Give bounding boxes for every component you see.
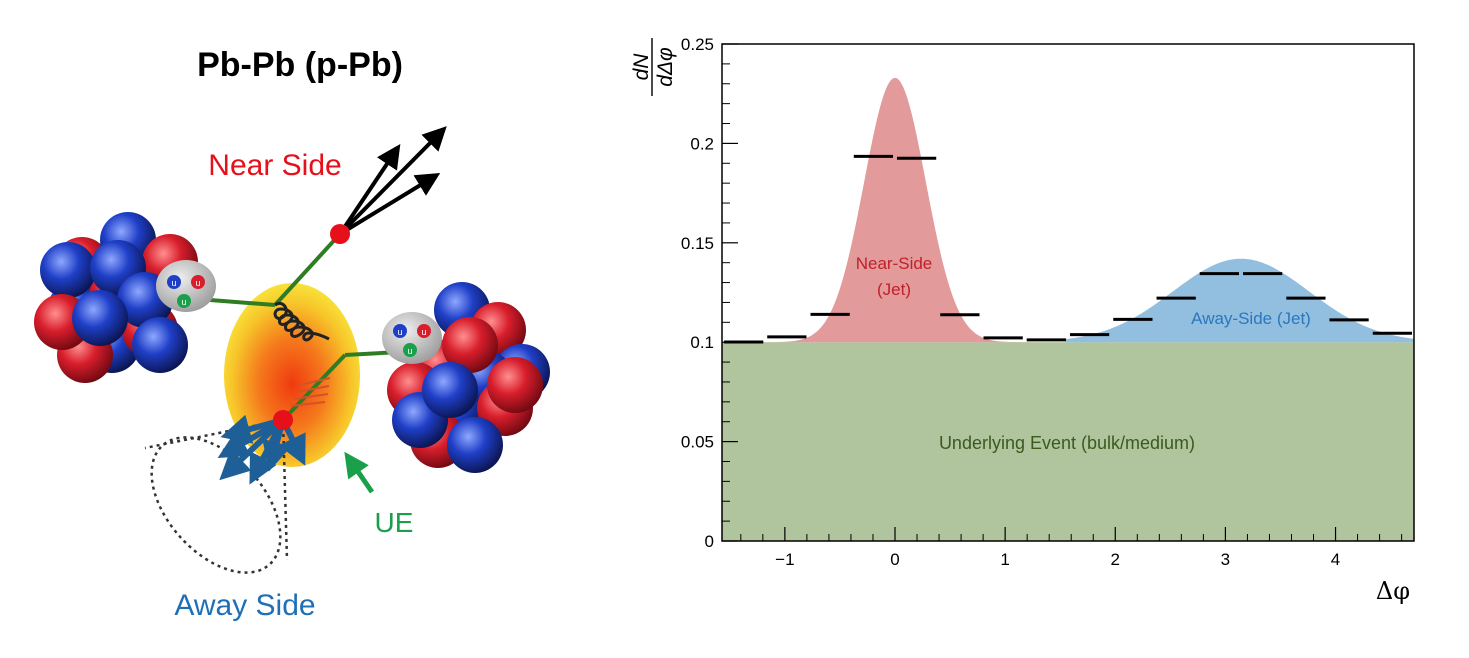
y-tick-label: 0 xyxy=(705,532,714,551)
plot-frame xyxy=(721,43,1415,542)
right-nucleon: u u u xyxy=(382,312,442,364)
x-tick-label: 1 xyxy=(1000,550,1009,569)
near-annotation-line2: (Jet) xyxy=(877,280,911,299)
x-tick-label: 4 xyxy=(1331,550,1340,569)
quark-label: u xyxy=(171,278,176,288)
x-axis-title: Δφ xyxy=(1376,577,1410,605)
y-axis-title-denominator: dΔφ xyxy=(654,47,677,87)
y-axis-title-numerator: dN xyxy=(630,53,653,81)
proton-sphere xyxy=(487,357,543,413)
ue-arrow-icon xyxy=(344,451,375,494)
quark-blue-icon xyxy=(167,275,181,289)
ue-annotation: Underlying Event (bulk/medium) xyxy=(939,433,1195,453)
neutron-sphere xyxy=(447,417,503,473)
y-tick-label: 0.2 xyxy=(690,134,714,153)
x-tick-label: −1 xyxy=(775,550,794,569)
quark-green-icon xyxy=(177,294,191,308)
near-side-peak xyxy=(722,77,1072,343)
near-side-arrows xyxy=(338,126,447,236)
x-tick-label: 3 xyxy=(1221,550,1230,569)
neutron-sphere xyxy=(132,317,188,373)
medium-blob xyxy=(224,283,360,467)
gluon-coil xyxy=(273,302,330,342)
away-side-label: Away Side xyxy=(174,589,315,622)
gluon-radiation xyxy=(290,377,331,407)
quark-label: u xyxy=(421,327,426,337)
ue-label: UE xyxy=(375,507,414,538)
quark-label: u xyxy=(195,278,200,288)
quark-label: u xyxy=(407,346,412,356)
left-parton-line xyxy=(209,298,276,307)
right-nucleus xyxy=(387,282,550,473)
quark-blue-icon xyxy=(393,324,407,338)
collision-diagram: Pb-Pb (p-Pb) xyxy=(34,46,550,622)
proton-sphere xyxy=(442,317,498,373)
y-tick-label: 0.15 xyxy=(681,234,714,253)
away-vertex-dot xyxy=(273,410,293,430)
y-axis-title: dN dΔφ xyxy=(630,38,677,96)
x-tick-label: 2 xyxy=(1111,550,1120,569)
near-side-label: Near Side xyxy=(208,149,341,182)
y-tick-label: 0.1 xyxy=(690,333,714,352)
neutron-sphere xyxy=(72,290,128,346)
axes: −1 0 1 2 3 4 0 0.05 0.1 0.15 0.2 0.25 xyxy=(681,35,1403,569)
near-jet-line xyxy=(273,232,342,307)
quark-label: u xyxy=(397,327,402,337)
away-side-peak xyxy=(1065,258,1414,343)
left-nucleus xyxy=(34,212,198,383)
neutron-sphere xyxy=(422,362,478,418)
y-tick-label: 0.05 xyxy=(681,433,714,452)
away-annotation: Away-Side (Jet) xyxy=(1191,309,1311,328)
diagram-title: Pb-Pb (p-Pb) xyxy=(197,46,403,84)
quark-red-icon xyxy=(417,324,431,338)
away-jet-line xyxy=(281,353,347,422)
quark-green-icon xyxy=(403,343,417,357)
plot-area xyxy=(722,77,1414,541)
y-tick-label: 0.25 xyxy=(681,35,714,54)
neutron-sphere xyxy=(40,242,96,298)
quark-label: u xyxy=(181,297,186,307)
near-annotation-line1: Near-Side xyxy=(856,254,933,273)
quark-red-icon xyxy=(191,275,205,289)
ue-band xyxy=(722,342,1414,541)
near-vertex-dot xyxy=(330,224,350,244)
x-tick-label: 0 xyxy=(890,550,899,569)
correlation-chart: −1 0 1 2 3 4 0 0.05 0.1 0.15 0.2 0.25 Underlying Ev… xyxy=(630,35,1415,605)
left-nucleon: u u u xyxy=(156,260,216,312)
